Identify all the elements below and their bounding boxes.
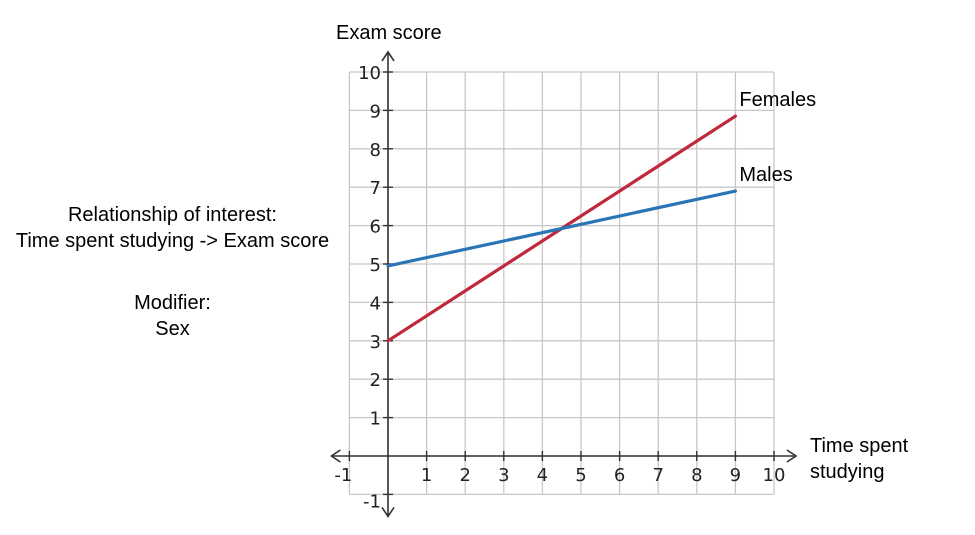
x-tick-label: 3	[498, 465, 509, 486]
x-tick-label: 10	[763, 465, 786, 486]
x-tick-label: 1	[421, 465, 432, 486]
y-tick-label: 4	[370, 293, 381, 314]
y-tick-label: -1	[363, 491, 381, 512]
y-axis-arrow-up	[381, 50, 395, 62]
x-tick-label: 8	[691, 465, 702, 486]
y-tick-label: 9	[370, 101, 381, 122]
y-tick-label: 10	[358, 63, 381, 84]
x-tick-label: 5	[575, 465, 586, 486]
series-label-females: Females	[739, 89, 817, 112]
y-tick-label: 8	[370, 140, 381, 161]
modifier-annotation: Modifier: Sex	[60, 290, 285, 342]
x-tick-label: -1	[334, 465, 352, 486]
y-axis-arrow-down	[381, 506, 395, 518]
x-axis-label: Time spent studying	[810, 435, 909, 483]
relationship-value: Time spent studying -> Exam score	[15, 230, 330, 252]
y-tick-label: 2	[370, 370, 381, 391]
y-axis-label: Exam score	[336, 22, 442, 44]
relationship-annotation: Relationship of interest: Time spent stu…	[0, 202, 345, 254]
x-axis-arrow-right	[786, 449, 798, 463]
relationship-label: Relationship of interest:	[67, 204, 277, 226]
y-tick-label: 5	[370, 255, 381, 276]
x-tick-label: 7	[652, 465, 663, 486]
x-tick-label: 6	[614, 465, 625, 486]
series-label-males: Males	[739, 164, 793, 187]
x-tick-label: 4	[537, 465, 548, 486]
x-tick-label: 2	[459, 465, 470, 486]
y-tick-label: 1	[370, 409, 381, 430]
modifier-label: Modifier:	[134, 292, 211, 314]
y-tick-label: 7	[370, 178, 381, 199]
y-tick-label: 3	[370, 332, 381, 353]
x-tick-label: 9	[730, 465, 741, 486]
modifier-value: Sex	[155, 318, 190, 340]
series-line-males	[386, 189, 738, 268]
x-axis-arrow-left	[329, 449, 341, 463]
y-tick-label: 6	[370, 217, 381, 238]
